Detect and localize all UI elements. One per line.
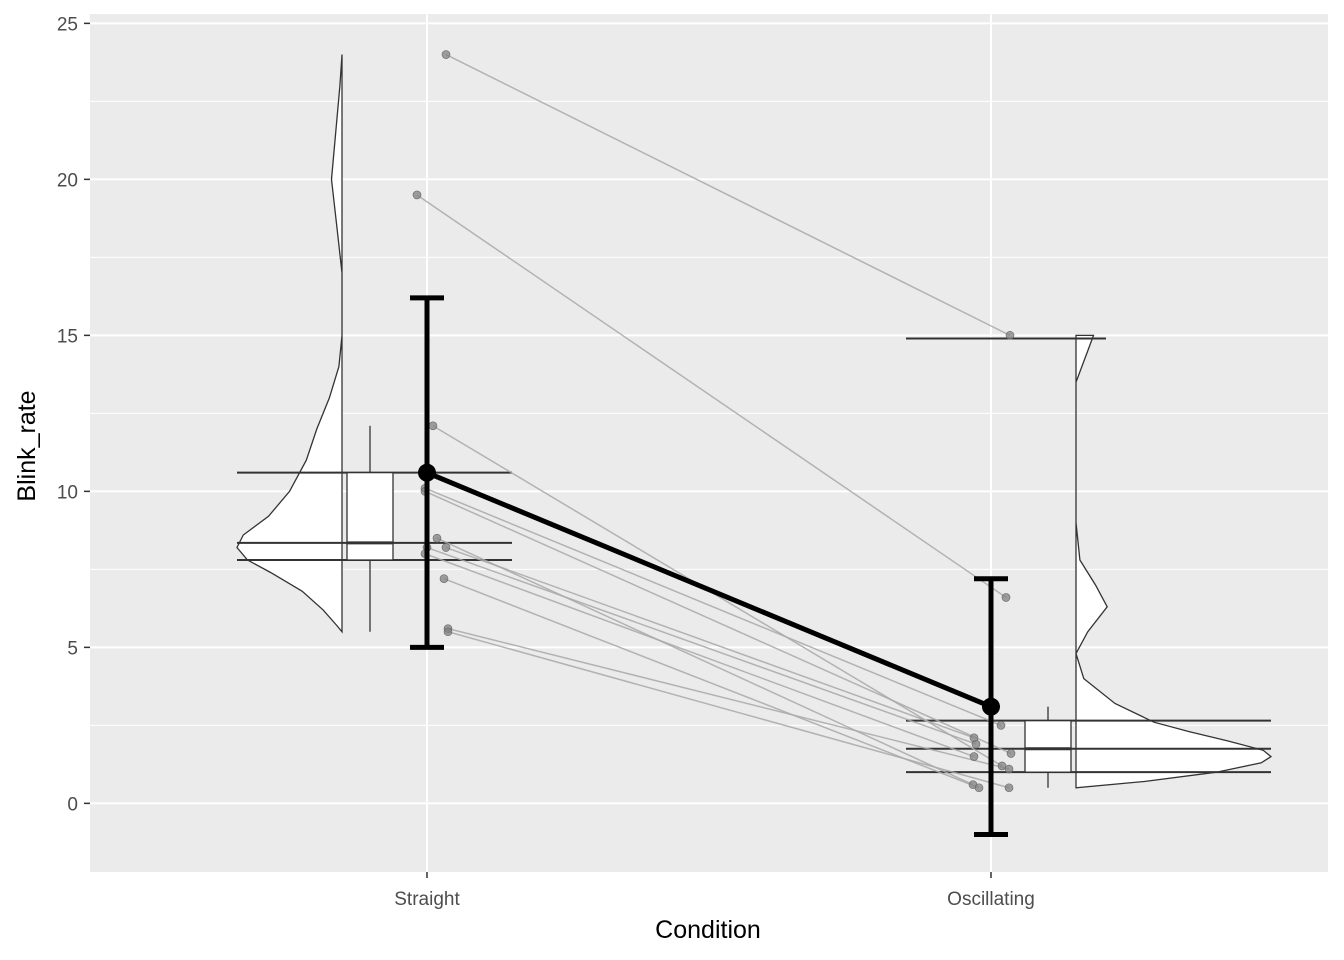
mean-connector-line: [426, 470, 992, 709]
box-straight: [346, 471, 394, 561]
paired-line: [447, 631, 1010, 789]
y-tick-label: 25: [57, 14, 78, 35]
paired-line: [424, 490, 1012, 755]
paired-line: [424, 553, 975, 758]
x-axis-title: Condition: [655, 916, 761, 944]
point-oscillating: [1004, 783, 1014, 793]
point-straight: [439, 574, 449, 584]
paired-line: [445, 53, 1011, 337]
x-tick-label: Oscillating: [947, 889, 1035, 910]
point-oscillating: [1006, 749, 1016, 758]
density-clouds: [236, 54, 1273, 789]
y-tick-label: 0: [67, 794, 78, 815]
paired-line: [426, 546, 977, 745]
density-oscillating: [1075, 334, 1273, 789]
axes: 0 5 10 15 20 25 Straight Oscillating: [57, 14, 1035, 910]
point-oscillating: [969, 733, 979, 743]
mean-point: [982, 697, 1000, 716]
x-tick-label: Straight: [394, 889, 460, 910]
point-oscillating: [1005, 331, 1015, 340]
point-oscillating: [969, 752, 979, 761]
point-straight: [441, 50, 451, 59]
point-straight: [432, 533, 442, 543]
point-oscillating: [1004, 764, 1014, 774]
data-points: [412, 50, 1016, 793]
point-straight: [441, 543, 451, 552]
paired-line: [447, 627, 1010, 770]
paired-lines: [416, 53, 1012, 789]
mean-error-bars: [410, 295, 1008, 838]
boxplots: [237, 337, 1271, 788]
point-oscillating: [996, 721, 1006, 730]
point-straight: [412, 190, 422, 200]
paired-line: [432, 425, 1003, 767]
box-oscillating: [1024, 720, 1072, 773]
y-tick-label: 15: [57, 326, 78, 347]
paired-line: [436, 537, 974, 786]
point-straight: [443, 627, 453, 637]
paired-line: [445, 546, 975, 739]
y-tick-label: 10: [57, 482, 78, 503]
y-axis-title: Blink_rate: [13, 390, 41, 501]
paired-line: [416, 194, 1007, 599]
mean-point: [418, 463, 436, 482]
paired-line: [443, 578, 980, 789]
point-straight: [428, 421, 438, 431]
point-oscillating: [974, 783, 984, 793]
y-tick-label: 20: [57, 170, 78, 191]
y-tick-label: 5: [67, 638, 78, 659]
point-oscillating: [1001, 593, 1011, 602]
paired-line: [424, 487, 1002, 727]
density-straight: [236, 54, 343, 634]
point-oscillating: [997, 761, 1007, 771]
